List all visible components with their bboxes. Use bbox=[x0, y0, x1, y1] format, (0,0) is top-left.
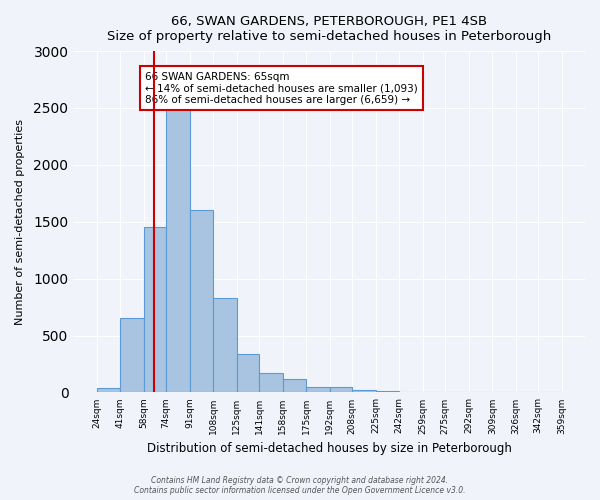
Bar bbox=[213, 298, 237, 392]
Text: Contains HM Land Registry data © Crown copyright and database right 2024.
Contai: Contains HM Land Registry data © Crown c… bbox=[134, 476, 466, 495]
Bar bbox=[330, 386, 352, 392]
Bar bbox=[237, 354, 259, 393]
Bar bbox=[283, 380, 306, 392]
Bar bbox=[352, 390, 376, 392]
Bar bbox=[376, 390, 399, 392]
Bar bbox=[120, 318, 144, 392]
Bar bbox=[259, 372, 283, 392]
X-axis label: Distribution of semi-detached houses by size in Peterborough: Distribution of semi-detached houses by … bbox=[147, 442, 512, 455]
Text: 66 SWAN GARDENS: 65sqm
← 14% of semi-detached houses are smaller (1,093)
86% of : 66 SWAN GARDENS: 65sqm ← 14% of semi-det… bbox=[145, 72, 418, 105]
Y-axis label: Number of semi-detached properties: Number of semi-detached properties bbox=[15, 119, 25, 325]
Bar bbox=[97, 388, 120, 392]
Bar bbox=[144, 228, 166, 392]
Title: 66, SWAN GARDENS, PETERBOROUGH, PE1 4SB
Size of property relative to semi-detach: 66, SWAN GARDENS, PETERBOROUGH, PE1 4SB … bbox=[107, 15, 551, 43]
Bar bbox=[190, 210, 213, 392]
Bar bbox=[306, 386, 330, 392]
Bar bbox=[166, 108, 190, 393]
